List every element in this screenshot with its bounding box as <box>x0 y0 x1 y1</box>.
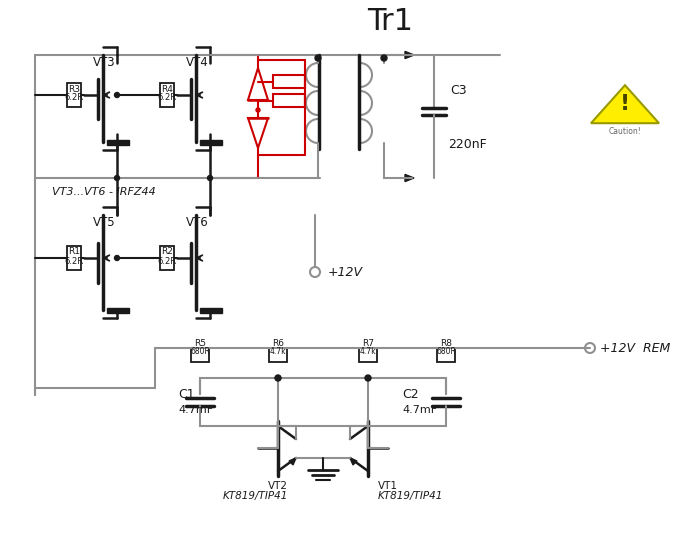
Text: R2: R2 <box>161 247 173 256</box>
Circle shape <box>365 375 371 381</box>
Text: VT3: VT3 <box>93 57 116 70</box>
Text: VT6: VT6 <box>186 216 209 230</box>
Circle shape <box>256 108 260 112</box>
Bar <box>269 348 287 362</box>
Text: R6: R6 <box>272 340 284 349</box>
Text: 220nF: 220nF <box>448 138 486 151</box>
Bar <box>107 140 129 145</box>
Bar <box>359 348 377 362</box>
Text: VT2: VT2 <box>268 481 288 491</box>
Text: C1: C1 <box>178 388 195 400</box>
Circle shape <box>275 375 281 381</box>
Circle shape <box>315 55 321 61</box>
Text: 680R: 680R <box>436 346 456 355</box>
Bar <box>200 140 222 145</box>
Text: 4.7k: 4.7k <box>360 346 377 355</box>
Text: !: ! <box>620 94 630 114</box>
Text: 4.7mF: 4.7mF <box>178 405 213 415</box>
Circle shape <box>115 256 120 261</box>
Circle shape <box>276 375 281 380</box>
Text: 680R: 680R <box>190 346 210 355</box>
Bar <box>273 94 305 107</box>
Text: R4: R4 <box>161 85 173 93</box>
Polygon shape <box>591 85 659 123</box>
Text: R1: R1 <box>68 247 80 256</box>
Bar <box>160 83 174 107</box>
Text: 6.2R: 6.2R <box>158 93 176 102</box>
Polygon shape <box>405 51 414 58</box>
Text: KT819/TIP41: KT819/TIP41 <box>223 491 288 501</box>
Text: VT5: VT5 <box>93 216 116 230</box>
Bar <box>200 308 222 313</box>
Text: 4.7k: 4.7k <box>270 346 286 355</box>
Bar <box>437 348 455 362</box>
Polygon shape <box>350 458 357 465</box>
Polygon shape <box>405 175 414 182</box>
Text: R8: R8 <box>440 340 452 349</box>
Polygon shape <box>248 68 268 100</box>
Circle shape <box>115 92 120 97</box>
Polygon shape <box>248 118 268 148</box>
Bar <box>67 246 81 270</box>
Text: 6.2R: 6.2R <box>64 93 83 102</box>
Text: VT1: VT1 <box>378 481 398 491</box>
Text: Tr1: Tr1 <box>367 7 413 37</box>
Text: C3: C3 <box>450 83 467 97</box>
Polygon shape <box>289 458 296 465</box>
Bar <box>160 246 174 270</box>
Circle shape <box>585 343 595 353</box>
Circle shape <box>381 55 387 61</box>
Text: 6.2R: 6.2R <box>158 256 176 266</box>
Text: KT819/TIP41: KT819/TIP41 <box>378 491 443 501</box>
Text: +12V: +12V <box>328 266 363 279</box>
Text: C2: C2 <box>402 388 419 400</box>
Text: VT3...VT6 - IRFZ44: VT3...VT6 - IRFZ44 <box>52 187 155 197</box>
Bar <box>191 348 209 362</box>
Bar <box>273 75 305 88</box>
Bar <box>67 83 81 107</box>
Text: Caution!: Caution! <box>608 127 641 136</box>
Circle shape <box>115 176 120 181</box>
Text: 4.7mF: 4.7mF <box>402 405 437 415</box>
Text: 6.2R: 6.2R <box>64 256 83 266</box>
Bar <box>107 308 129 313</box>
Text: +12V  REM: +12V REM <box>600 341 671 355</box>
Text: R3: R3 <box>68 85 80 93</box>
Text: R5: R5 <box>194 340 206 349</box>
Text: R7: R7 <box>362 340 374 349</box>
Circle shape <box>207 176 213 181</box>
Text: VT4: VT4 <box>186 57 209 70</box>
Circle shape <box>310 267 320 277</box>
